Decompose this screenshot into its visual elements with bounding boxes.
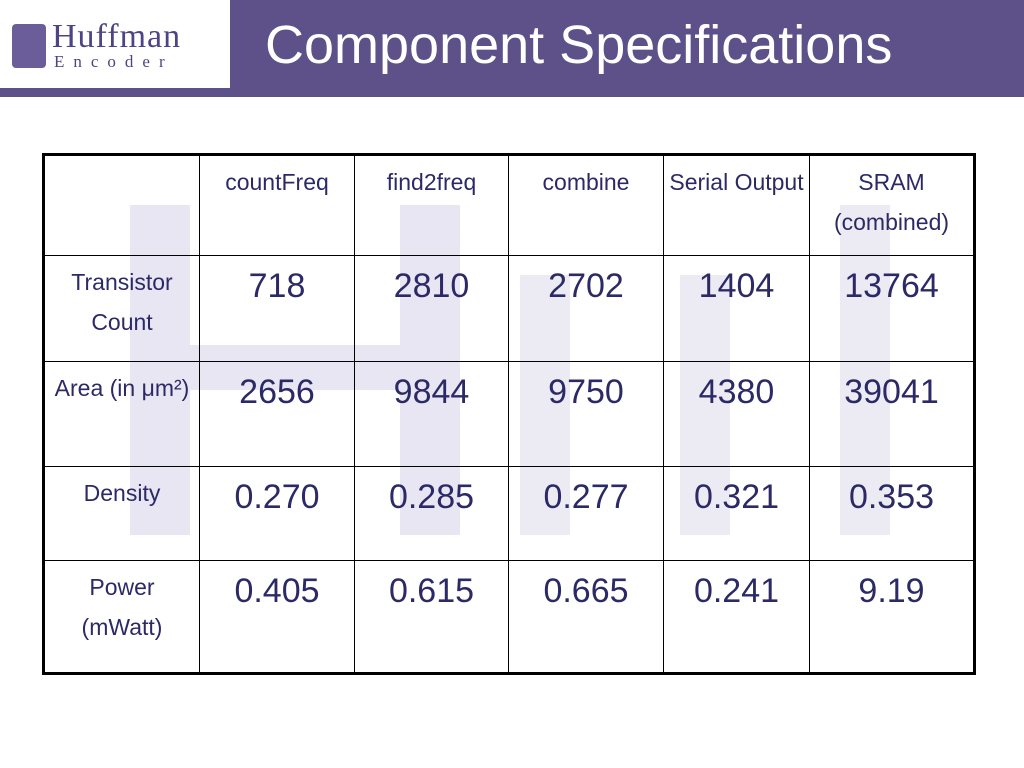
value-cell: 9844 — [354, 361, 509, 467]
column-header: find2freq — [354, 154, 509, 256]
value-cell: 0.285 — [354, 466, 509, 561]
data-row: Area (in μm²) 2656 9844 9750 4380 39041 — [43, 361, 975, 467]
spec-table: countFreq find2freq combine Serial Output SR… — [42, 153, 976, 675]
value-cell: 2656 — [199, 361, 355, 467]
value-cell: 0.277 — [508, 466, 664, 561]
header-row: countFreq find2freq combine Serial Output SR… — [43, 154, 975, 256]
row-header: Density — [43, 466, 200, 561]
column-header: combine — [508, 154, 664, 256]
value-cell: 0.353 — [809, 466, 975, 561]
column-header: Serial Output — [663, 154, 810, 256]
value-cell: 0.615 — [354, 560, 509, 674]
value-cell: 2702 — [508, 255, 664, 362]
value-cell: 4380 — [663, 361, 810, 467]
value-cell: 0.665 — [508, 560, 664, 674]
slide-title: Component Specifications — [265, 15, 893, 75]
data-row: Power (mWatt) 0.405 0.615 0.665 0.241 9.19 — [43, 560, 975, 674]
value-cell: 718 — [199, 255, 355, 362]
data-row: Density 0.270 0.285 0.277 0.321 0.353 — [43, 466, 975, 561]
value-cell: 0.321 — [663, 466, 810, 561]
data-row: Transistor Count 718 2810 2702 1404 13764 — [43, 255, 975, 362]
logo-icon — [12, 24, 46, 68]
row-header: Power (mWatt) — [43, 560, 200, 674]
value-cell: 13764 — [809, 255, 975, 362]
value-cell: 9750 — [508, 361, 664, 467]
value-cell: 2810 — [354, 255, 509, 362]
corner-cell — [43, 154, 200, 256]
column-header: countFreq — [199, 154, 355, 256]
value-cell: 0.405 — [199, 560, 355, 674]
column-header: SRAM (combined) — [809, 154, 975, 256]
value-cell: 0.270 — [199, 466, 355, 561]
logo-subtitle: Encoder — [54, 52, 174, 71]
row-header: Transistor Count — [43, 255, 200, 362]
value-cell: 9.19 — [809, 560, 975, 674]
logo-title: Huffman — [52, 18, 182, 55]
value-cell: 39041 — [809, 361, 975, 467]
row-header: Area (in μm²) — [43, 361, 200, 467]
value-cell: 0.241 — [663, 560, 810, 674]
logo: Huffman Encoder — [0, 0, 230, 88]
value-cell: 1404 — [663, 255, 810, 362]
